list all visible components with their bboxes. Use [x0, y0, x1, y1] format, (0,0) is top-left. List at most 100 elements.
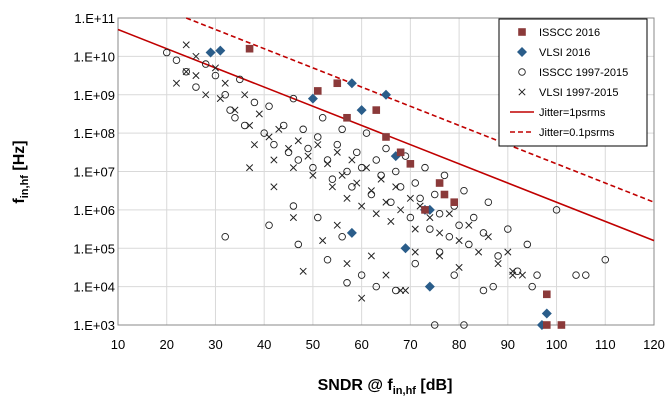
data-point	[430, 190, 439, 199]
data-point	[333, 148, 341, 156]
y-axis-title-unit: [Hz]	[11, 140, 28, 175]
data-point	[430, 321, 439, 329]
legend-label: VLSI 2016	[539, 47, 590, 59]
x-tick-label: 70	[403, 337, 417, 352]
data-point	[411, 259, 419, 268]
legend-marker	[518, 88, 526, 96]
data-point	[396, 183, 405, 191]
data-point	[377, 171, 385, 180]
data-point	[465, 240, 473, 249]
data-point	[328, 183, 336, 191]
data-point	[494, 252, 502, 260]
data-point	[504, 225, 512, 233]
y-tick-label: 1.E+08	[73, 126, 115, 141]
data-point	[494, 260, 502, 268]
x-axis-title-sub: in,hf	[393, 385, 417, 397]
data-point	[440, 171, 449, 180]
y-tick-label: 1.E+07	[73, 165, 115, 180]
data-point	[455, 263, 463, 271]
data-point	[450, 198, 459, 206]
data-point	[182, 67, 190, 76]
data-point	[289, 94, 298, 103]
data-point	[172, 79, 181, 87]
data-point	[367, 190, 376, 199]
data-point	[343, 260, 351, 268]
data-point	[289, 202, 298, 210]
data-point	[323, 160, 332, 168]
data-point	[377, 175, 385, 183]
data-point	[460, 186, 468, 195]
data-point	[231, 106, 239, 114]
y-tick-label: 1.E+09	[73, 88, 115, 103]
legend-label: Jitter=0.1psrms	[539, 127, 615, 139]
data-point	[348, 156, 356, 164]
data-point	[528, 282, 536, 291]
x-tick-label: 60	[354, 337, 368, 352]
data-point	[192, 83, 200, 91]
data-point	[509, 271, 517, 279]
legend-label: ISSCC 1997-2015	[539, 67, 628, 79]
data-point	[333, 140, 342, 149]
data-point	[343, 194, 351, 202]
data-point	[435, 209, 444, 218]
data-point	[216, 95, 224, 103]
data-point	[192, 52, 200, 60]
data-point	[406, 160, 415, 168]
data-point	[406, 194, 414, 202]
data-point	[372, 106, 381, 114]
data-point	[246, 164, 254, 172]
data-point	[211, 64, 220, 72]
data-point	[284, 148, 293, 157]
data-point	[504, 248, 512, 256]
data-point	[421, 206, 429, 214]
data-point	[270, 183, 278, 191]
x-tick-label: 40	[257, 337, 271, 352]
data-point	[289, 164, 297, 172]
data-point	[552, 206, 561, 214]
data-point	[205, 47, 216, 58]
legend-label: ISSCC 2016	[539, 27, 600, 39]
data-point	[424, 281, 435, 292]
data-point	[455, 221, 463, 229]
data-point	[265, 221, 273, 229]
data-point	[346, 227, 357, 238]
data-point	[436, 229, 444, 237]
data-point	[387, 198, 395, 206]
data-point	[391, 167, 400, 176]
data-point	[357, 163, 366, 172]
y-tick-label: 1.E+04	[73, 280, 115, 295]
data-point	[426, 225, 434, 233]
data-point	[215, 45, 226, 56]
data-point	[304, 152, 312, 160]
plot-area-frame	[117, 17, 655, 326]
data-point	[236, 75, 244, 84]
legend-box	[498, 18, 648, 147]
data-point	[314, 133, 322, 141]
data-point	[319, 237, 327, 245]
data-point	[382, 198, 390, 206]
data-point	[221, 90, 229, 99]
data-point	[202, 91, 210, 99]
x-tick-label: 110	[595, 337, 616, 352]
data-point	[582, 271, 590, 279]
x-tick-label: 80	[452, 337, 466, 352]
data-point	[475, 248, 483, 256]
data-point	[328, 175, 337, 183]
y-tick-label: 1.E+10	[73, 49, 115, 64]
data-point	[323, 256, 332, 264]
data-point	[338, 232, 346, 241]
legend-label: Jitter=1psrms	[539, 107, 606, 119]
data-points	[162, 41, 610, 330]
data-point	[265, 133, 273, 141]
data-point	[226, 106, 234, 114]
data-point	[211, 71, 220, 80]
data-point	[343, 167, 351, 176]
data-point	[265, 102, 273, 111]
data-point	[401, 286, 410, 295]
data-point	[426, 213, 434, 222]
data-point	[543, 321, 551, 329]
data-point	[192, 72, 200, 80]
data-point	[294, 156, 303, 164]
data-point	[484, 233, 492, 241]
data-point	[367, 252, 375, 260]
